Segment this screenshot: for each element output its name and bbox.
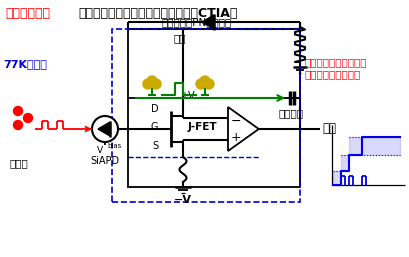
Polygon shape	[227, 107, 258, 151]
Text: 容量を用いた: 容量を用いた	[5, 7, 50, 20]
Text: bias: bias	[107, 143, 121, 149]
Polygon shape	[202, 15, 213, 29]
Text: 信号: 信号	[173, 33, 186, 43]
Circle shape	[13, 121, 22, 130]
Circle shape	[143, 79, 153, 89]
Circle shape	[23, 114, 32, 123]
Text: トランス・インピーダンスアンプ（CTIA）: トランス・インピーダンスアンプ（CTIA）	[78, 7, 237, 20]
Text: D: D	[151, 104, 158, 114]
Text: リセット用PN接合素子: リセット用PN接合素子	[162, 17, 231, 27]
Circle shape	[151, 79, 161, 89]
Text: J-FET: J-FET	[188, 122, 217, 132]
Circle shape	[92, 116, 118, 142]
Text: ・素子の低ノイズ化: ・素子の低ノイズ化	[304, 69, 360, 79]
Text: 帰還容量: 帰還容量	[278, 108, 303, 118]
Text: G: G	[150, 122, 157, 132]
Text: −V: −V	[173, 195, 191, 205]
Text: SiAPD: SiAPD	[90, 156, 119, 166]
Circle shape	[204, 79, 213, 89]
Text: ・帰還容量の低容量化: ・帰還容量の低容量化	[304, 57, 366, 67]
Text: 77Kに冷却: 77Kに冷却	[3, 59, 47, 69]
Circle shape	[196, 79, 205, 89]
Text: +: +	[230, 131, 241, 143]
Text: +V: +V	[180, 91, 194, 101]
Text: 光入射: 光入射	[10, 158, 29, 168]
Polygon shape	[98, 122, 110, 136]
Bar	[112, 29, 299, 202]
Circle shape	[200, 76, 209, 86]
Circle shape	[147, 76, 157, 86]
Text: V: V	[97, 146, 103, 155]
Text: S: S	[152, 141, 158, 151]
Text: 出力: 出力	[321, 122, 335, 134]
Circle shape	[13, 106, 22, 115]
Bar	[128, 29, 299, 187]
Text: −: −	[230, 115, 241, 127]
